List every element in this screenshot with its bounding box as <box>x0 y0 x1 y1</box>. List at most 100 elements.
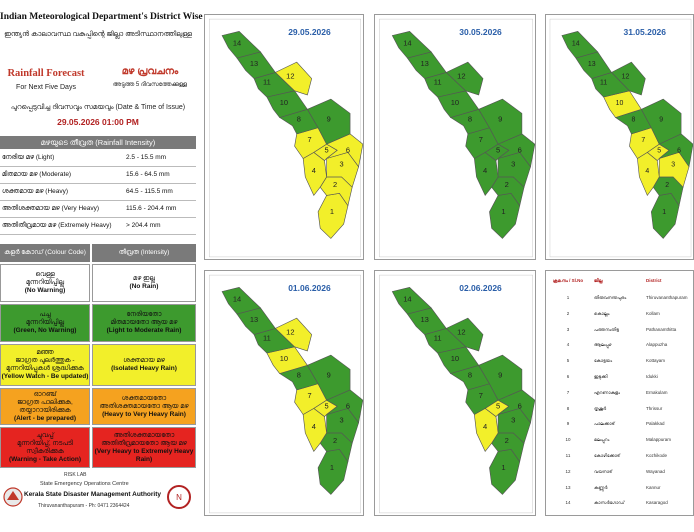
district-number-label: 10 <box>616 100 624 107</box>
district-number-label: 5 <box>657 147 661 154</box>
district-number-label: 12 <box>457 328 465 337</box>
district-no: 10 <box>565 437 571 443</box>
district-number-label: 3 <box>511 160 515 169</box>
intensity-cell: മഴ ഇല്ല (No Rain) <box>92 264 196 302</box>
intensity-row: അതിതീവ്രമായ മഴ (Extremely Heavy) > 204.4 … <box>0 219 196 235</box>
intensity-en: (Heavy to Very Heavy Rain) <box>102 410 186 418</box>
intensity-range: 64.5 - 115.5 mm <box>126 188 173 195</box>
district-area-9 <box>478 98 523 145</box>
district-area-9 <box>306 354 351 401</box>
colour-code-ml: ഓറഞ്ച് ജാഗ്രത പാലിക്കുക, തയ്യാറായിരിക്കു… <box>17 390 73 414</box>
district-number-label: 5 <box>325 145 329 154</box>
forecast-map-5: 1 2 3 4 5 6 7 8 9 10 11 12 13 14 02.06.2026 <box>374 270 536 516</box>
district-name-ml: കോഴിക്കോട് <box>594 453 620 458</box>
district-number-label: 6 <box>518 402 522 411</box>
district-area-12 <box>445 317 484 352</box>
district-number-label: 9 <box>659 117 663 124</box>
district-name-ml: ഇടുക്കി <box>594 374 608 379</box>
district-name-ml: തൃശൂർ <box>594 405 607 411</box>
district-name: Alappuzha <box>646 342 668 348</box>
district-area-12 <box>274 317 313 352</box>
intensity-cell: ശക്തമായ മഴ (Isolated Heavy Rain) <box>92 344 196 386</box>
contact-info: Thiruvananthapuram - Ph: 0471 2364424 <box>38 503 130 509</box>
district-no: 5 <box>566 358 570 364</box>
district-number-label: 5 <box>325 401 329 410</box>
map-date: 02.06.2026 <box>459 283 502 293</box>
colour-code-ml: വെള്ള മുന്നറിയിപ്പില്ല <box>25 271 65 286</box>
intensity-row: ശക്തമായ മഴ (Heavy) 64.5 - 115.5 mm <box>0 185 196 201</box>
district-row: 8 തൃശൂർ Thrissur <box>546 401 694 416</box>
district-number-label: 4 <box>645 168 649 175</box>
district-number-label: 3 <box>671 162 675 169</box>
district-area-6 <box>497 389 535 424</box>
district-area-6 <box>658 133 693 168</box>
district-name: Palakkad <box>646 421 665 427</box>
map-date: 29.05.2026 <box>288 27 331 37</box>
intensity-label: അതിശക്തമായ മഴ (Very Heavy) <box>2 205 100 212</box>
district-area-1 <box>489 193 521 239</box>
district-number-label: 9 <box>327 115 331 124</box>
district-area-6 <box>497 133 535 168</box>
district-number-label: 8 <box>297 115 301 124</box>
district-number-label: 12 <box>622 73 630 80</box>
district-number-label: 9 <box>498 115 502 124</box>
district-number-label: 1 <box>330 463 334 472</box>
intensity-ml: മഴ ഇല്ല <box>133 275 155 282</box>
forecast-title: Rainfall Forecast <box>7 68 85 79</box>
district-area-14 <box>391 287 432 315</box>
district-number-label: 14 <box>572 41 580 48</box>
district-number-label: 1 <box>501 207 505 216</box>
district-name-ml: കാസർഗോഡ് <box>594 500 625 506</box>
district-number-label: 7 <box>641 137 645 144</box>
district-number-label: 3 <box>339 416 343 425</box>
district-row: 13 കണ്ണൂർ Kannur <box>546 480 694 495</box>
district-number-label: 14 <box>403 295 411 304</box>
svg-text:N: N <box>176 493 182 502</box>
district-number-label: 13 <box>588 61 596 68</box>
risk-lab: RISK LAB <box>64 472 87 478</box>
intensity-row: നേരിയ മഴ (Light) 2.5 - 15.5 mm <box>0 151 196 167</box>
intensity-range: 2.5 - 15.5 mm <box>126 154 167 161</box>
colour-code-cell: പച്ച മുന്നറിയിപ്പില്ല (Green, No Warning) <box>0 304 90 342</box>
district-area-9 <box>306 98 351 145</box>
district-number-label: 14 <box>233 39 241 48</box>
district-number-label: 13 <box>420 315 428 324</box>
operations-centre: State Emergency Operations Centre <box>40 481 129 487</box>
intensity-cell: നേരിയതോ മിതമായതോ ആയ മഴ (Light to Moderate… <box>92 304 196 342</box>
intensity-range: > 204.4 mm <box>126 222 161 229</box>
district-area-1 <box>489 449 521 495</box>
intensity-heading: മഴയുടെ തീവ്രത (Rainfall Intensity) <box>0 136 196 149</box>
colour-code-en: (Warning - Take Action) <box>9 455 81 463</box>
district-row: 1 തിരുവനന്തപുരം Thiruvananthapuram <box>546 290 694 305</box>
district-number-label: 7 <box>479 391 483 400</box>
district-number-label: 3 <box>511 416 515 425</box>
district-number-label: 2 <box>333 180 337 189</box>
district-row: 4 ആലപ്പുഴ Alappuzha <box>546 337 694 352</box>
colour-code-ml: മഞ്ഞ ജാഗ്രത പുലർത്തുക - മുന്നറിയിപ്പുകൾ … <box>6 349 84 372</box>
district-number-label: 6 <box>346 401 350 410</box>
col-district: District <box>646 278 662 283</box>
district-no: 12 <box>565 468 571 474</box>
district-row: 3 പത്തനംതിട്ട Pathanamthitta <box>546 322 694 337</box>
district-number-label: 12 <box>457 72 465 81</box>
forecast-subtitle-malayalam: അടുത്ത 5 ദിവസത്തേക്കുള്ള <box>112 82 188 88</box>
district-name: Malappuram <box>646 437 672 443</box>
district-no: 1 <box>566 295 570 300</box>
district-name-ml: മലപ്പുറം <box>594 437 610 443</box>
district-name: Thrissur <box>646 405 663 411</box>
colour-code-cell: ചുവപ്പ് മുന്നറിയിപ്പ്, നടപടി സ്വീകരിക്കു… <box>0 427 90 468</box>
district-number-label: 13 <box>250 59 258 68</box>
district-name: Ernakulam <box>646 389 668 395</box>
district-area-12 <box>611 61 646 96</box>
ksdma-logo-icon <box>3 487 23 507</box>
intensity-en: (Isolated Heavy Rain) <box>111 365 177 372</box>
district-name-ml: വയനാട് <box>594 468 613 474</box>
district-row: 7 എറണാകുളം Ernakulam <box>546 385 694 400</box>
footer: RISK LAB State Emergency Operations Cent… <box>0 470 196 532</box>
district-area-1 <box>317 449 349 495</box>
district-number-label: 11 <box>434 78 442 87</box>
district-row: 2 കൊല്ലം Kollam <box>546 306 694 321</box>
district-no: 2 <box>566 310 570 316</box>
